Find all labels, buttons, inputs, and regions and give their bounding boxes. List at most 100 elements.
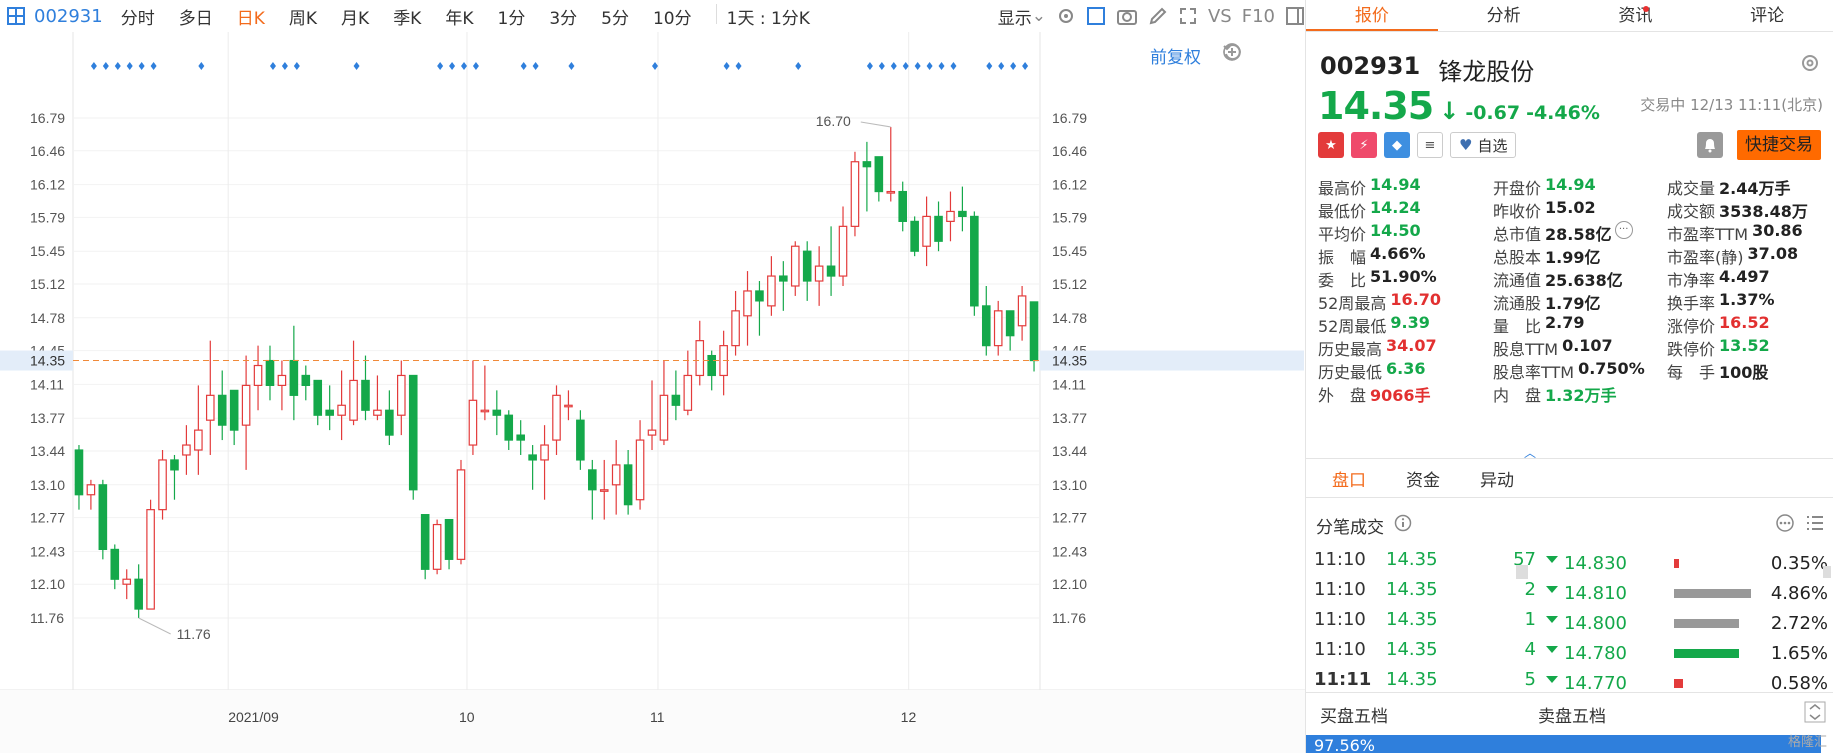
pencil-icon[interactable] [1148,6,1168,26]
tab-quote[interactable]: 报价 [1306,0,1438,31]
candle-body [444,518,454,560]
candle-body [647,429,657,436]
subtab-orderbook[interactable]: 盘口 [1332,470,1366,491]
candle-body [958,210,967,218]
info-icon[interactable] [1394,514,1412,537]
period-tab-8[interactable]: 3分 [549,8,578,29]
stat-value: 25.638亿 [1545,270,1623,290]
stat-value: 0.750% [1578,358,1645,378]
tick-price: 14.35 [1386,638,1438,660]
display-menu[interactable]: 显示 ⌄ [998,4,1046,29]
y-tick-label-right: 15.79 [1052,209,1087,225]
stat-label: 历史最低 [1318,362,1383,382]
stat-label: 量 比 [1493,316,1542,336]
y-tick-label-left: 16.12 [30,177,65,193]
bell-icon[interactable] [1697,132,1723,158]
candle-body [301,374,311,386]
stat-value: 15.02 [1545,197,1596,217]
low-label: 11.76 [177,626,211,642]
stat-value: 1.79亿 [1545,293,1601,313]
tab-analysis[interactable]: 分析 [1438,0,1570,31]
tick-price: 14.35 [1386,608,1438,630]
square-select-icon[interactable] [1086,6,1106,26]
stat-label: 股息TTM [1493,339,1559,359]
down-triangle-icon [1546,645,1558,653]
settings-icon[interactable] [1056,6,1076,26]
adjust-mode-button[interactable]: 前复权 [1150,48,1201,68]
stat-item: 平均价 14.50 [1318,221,1493,245]
collapse-chevron-icon[interactable]: ︿ [1524,446,1537,460]
book-toggle-icon[interactable] [1804,701,1826,727]
period-tab-2[interactable]: 日K [236,8,265,29]
expand-icon[interactable] [1178,6,1198,26]
sidebar-toggle-icon[interactable] [1285,6,1305,26]
candle-body [337,404,346,416]
period-tab-3[interactable]: 周K [288,8,318,29]
f10-button[interactable]: F10 [1241,5,1275,27]
add-watchlist-button[interactable]: ♥ 自选 [1450,132,1517,158]
y-tick-label-left: 12.77 [30,510,65,526]
period-tab-7[interactable]: 1分 [497,8,526,29]
tick-row: 11:10 14.35 57 [1314,544,1569,574]
period-tab-5[interactable]: 季K [393,8,422,29]
tag-label-icon[interactable]: ◆ [1384,132,1410,158]
tab-comments[interactable]: 评论 [1701,0,1833,31]
subtab-alerts[interactable]: 异动 [1480,470,1514,491]
event-marker [950,62,957,70]
vs-button[interactable]: VS [1207,5,1232,27]
fast-trade-button[interactable]: 快捷交易 [1737,130,1821,160]
candle-body [826,265,836,277]
tick-row: 11:10 14.35 1 [1314,604,1569,634]
stat-value: 9.39 [1390,312,1430,332]
notes-icon[interactable]: ≡ [1417,132,1443,158]
y-tick-label-left: 15.79 [30,209,65,225]
down-triangle-icon [1546,585,1558,593]
period-tab-11[interactable]: 1天 : 1分K [726,8,810,29]
kline-chart[interactable]: 16.79 16.79 16.46 16.46 16.12 16.12 15.79 15.79… [0,32,1305,753]
tab-analysis-label: 分析 [1486,6,1521,26]
candle-body [492,409,502,416]
dist-price: 14.770 [1564,672,1627,694]
period-tab-6[interactable]: 年K [445,8,474,29]
stat-label: 流通股 [1493,293,1542,313]
stat-value: 28.58亿 [1545,224,1612,244]
stats-row: 外 盘 9066手内 盘 1.32万手 [1318,382,1828,405]
event-marker [1022,62,1029,70]
period-tab-9[interactable]: 5分 [601,8,629,29]
dist-price: 14.780 [1564,642,1627,664]
candle-body [146,509,155,610]
candle-body [1029,301,1039,362]
stock-grid-icon[interactable] [4,4,28,28]
event-marker [938,62,945,70]
stat-value: 16.70 [1390,289,1441,309]
stat-label: 委 比 [1318,270,1367,290]
candle-body [98,484,108,551]
scrollbar[interactable] [1823,566,1831,578]
dist-pct: 0.58% [1770,672,1828,694]
stat-value: 16.52 [1719,312,1770,332]
list-icon[interactable] [1805,513,1825,537]
period-tab-1[interactable]: 多日 [178,8,213,29]
dist-bar [1674,588,1764,598]
more-info-icon[interactable]: ··· [1614,220,1633,239]
subtab-funds[interactable]: 资金 [1406,470,1440,491]
stats-row: 52周最高 16.70 流通股 1.79亿 换手率 1.37% [1318,290,1828,313]
stock-code[interactable]: 002931 [34,5,103,27]
event-marker [986,62,993,70]
tick-icons [1775,513,1825,537]
camera-icon[interactable] [1116,6,1138,26]
period-tab-0[interactable]: 分时 [120,8,155,29]
gear-icon[interactable] [1799,52,1821,78]
more-icon[interactable] [1775,513,1795,537]
period-tab-4[interactable]: 月K [341,8,370,29]
period-tab-10[interactable]: 10分 [652,8,692,29]
event-marker [926,62,933,70]
candle-body [802,250,812,282]
dist-pct: 1.65% [1770,642,1828,664]
book-ratio-bar: 97.56% [1306,735,1821,753]
stat-value: 0.107 [1562,335,1613,355]
candle-body [1017,295,1027,327]
tab-news[interactable]: 资讯 [1570,0,1702,31]
hot-icon[interactable]: ⚡ [1351,132,1377,158]
period-list: 分时 多日 日K 周K 月K 季K 年K 1分 3分 5分 10分 1天 : 1分K [120,3,834,29]
